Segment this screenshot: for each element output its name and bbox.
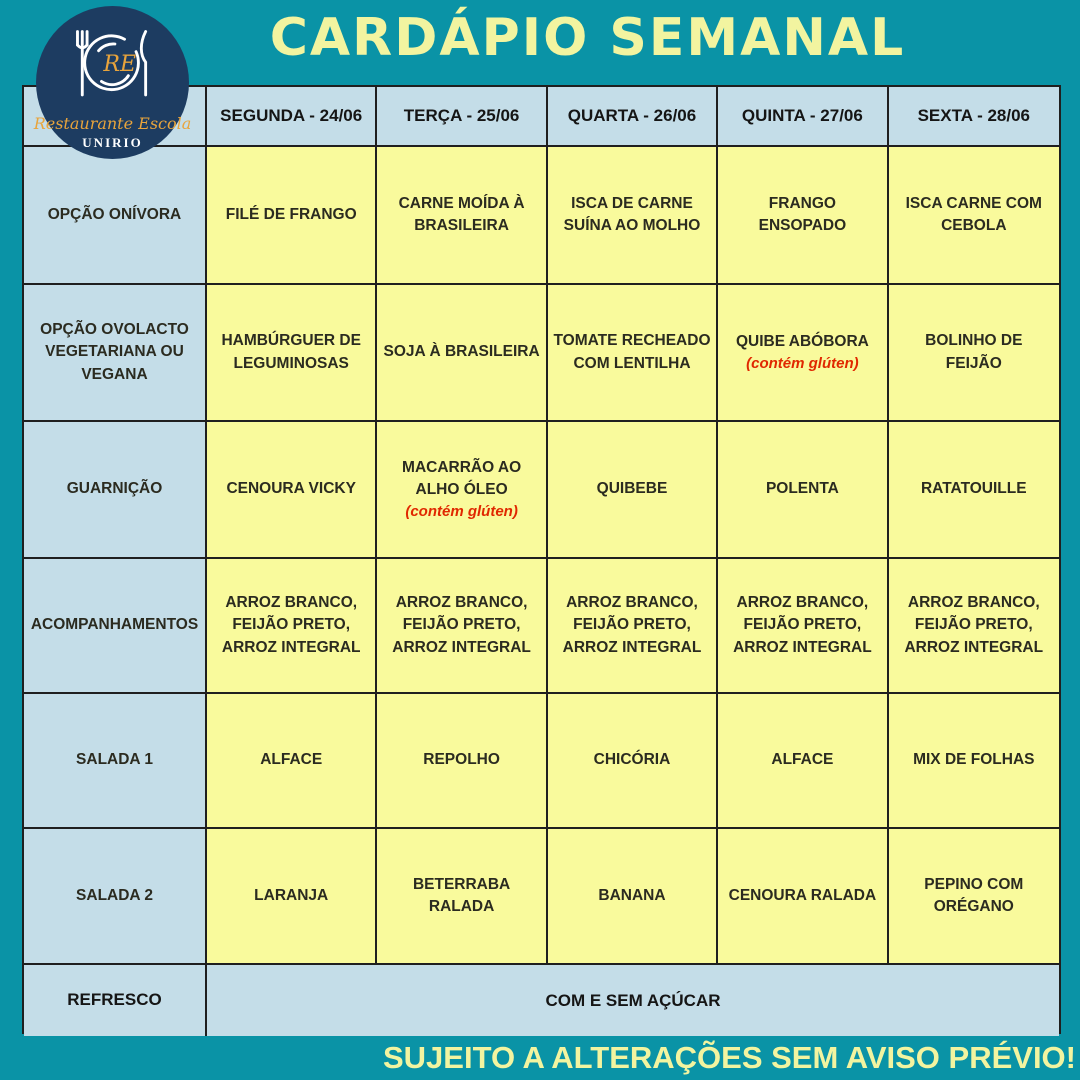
menu-cell: MACARRÃO AO ALHO ÓLEO (contém glúten) — [377, 422, 548, 559]
restaurant-logo: RE Restaurante Escola UNIRIO — [33, 6, 192, 159]
menu-cell: HAMBÚRGUER DE LEGUMINOSAS — [207, 285, 378, 422]
gluten-note: (contém glúten) — [746, 355, 859, 373]
menu-cell: ALFACE — [207, 694, 378, 829]
menu-cell: BOLINHO DE FEIJÃO — [888, 285, 1059, 422]
menu-cell: QUIBE ABÓBORA (contém glúten) — [718, 285, 889, 422]
menu-cell: QUIBEBE — [547, 422, 719, 559]
row-label-acompanhamentos: ACOMPANHAMENTOS — [24, 559, 207, 694]
day-header-monday: SEGUNDA - 24/06 — [207, 87, 378, 147]
menu-cell: CHICÓRIA — [547, 694, 719, 829]
row-label-salada2: SALADA 2 — [24, 829, 207, 965]
menu-cell: BANANA — [547, 829, 719, 965]
row-label-onivora: OPÇÃO ONÍVORA — [24, 147, 207, 285]
row-label-salada1: SALADA 1 — [24, 694, 207, 829]
menu-cell: CENOURA VICKY — [207, 422, 378, 559]
logo-name: Restaurante Escola — [33, 114, 192, 133]
day-header-wednesday: QUARTA - 26/06 — [547, 87, 719, 147]
menu-cell: POLENTA — [718, 422, 889, 559]
menu-cell: CARNE MOÍDA À BRASILEIRA — [377, 147, 548, 285]
logo-initials: RE — [102, 52, 136, 77]
menu-cell: ARROZ BRANCO, FEIJÃO PRETO, ARROZ INTEGR… — [718, 559, 889, 694]
day-header-friday: SEXTA - 28/06 — [888, 87, 1059, 147]
menu-cell: ISCA DE CARNE SUÍNA AO MOLHO — [547, 147, 719, 285]
row-label-refresco: REFRESCO — [24, 965, 207, 1036]
menu-cell: ARROZ BRANCO, FEIJÃO PRETO, ARROZ INTEGR… — [377, 559, 548, 694]
menu-cell: RATATOUILLE — [888, 422, 1059, 559]
menu-cell: TOMATE RECHEADO COM LENTILHA — [547, 285, 719, 422]
menu-cell: SOJA À BRASILEIRA — [377, 285, 548, 422]
menu-cell: FRANGO ENSOPADO — [718, 147, 889, 285]
day-header-thursday: QUINTA - 27/06 — [718, 87, 889, 147]
menu-cell: CENOURA RALADA — [718, 829, 889, 965]
menu-cell: REPOLHO — [377, 694, 548, 829]
menu-cell: ARROZ BRANCO, FEIJÃO PRETO, ARROZ INTEGR… — [888, 559, 1059, 694]
menu-cell: PEPINO COM ORÉGANO — [888, 829, 1059, 965]
menu-cell: ARROZ BRANCO, FEIJÃO PRETO, ARROZ INTEGR… — [207, 559, 378, 694]
menu-cell: ALFACE — [718, 694, 889, 829]
page-title: CARDÁPIO SEMANAL — [269, 8, 906, 68]
menu-cell: BETERRABA RALADA — [377, 829, 548, 965]
menu-cell: FILÉ DE FRANGO — [207, 147, 378, 285]
menu-cell: ARROZ BRANCO, FEIJÃO PRETO, ARROZ INTEGR… — [547, 559, 719, 694]
menu-cell: ISCA CARNE COM CEBOLA — [888, 147, 1059, 285]
row-label-guarnicao: GUARNIÇÃO — [24, 422, 207, 559]
menu-cell: MIX DE FOLHAS — [888, 694, 1059, 829]
day-header-tuesday: TERÇA - 25/06 — [377, 87, 548, 147]
menu-cell: LARANJA — [207, 829, 378, 965]
row-label-ovolacto: OPÇÃO OVOLACTO VEGETARIANA OU VEGANA — [24, 285, 207, 422]
footer-disclaimer: SUJEITO A ALTERAÇÕES SEM AVISO PRÉVIO! — [382, 1040, 1076, 1075]
logo-institution: UNIRIO — [82, 135, 143, 150]
refresco-value-cell: COM E SEM AÇÚCAR — [207, 965, 1059, 1036]
cutlery-plate-icon: RE — [75, 30, 147, 97]
gluten-note: (contém glúten) — [405, 503, 518, 521]
weekly-menu-table: SEGUNDA - 24/06 TERÇA - 25/06 QUARTA - 2… — [22, 85, 1061, 1036]
